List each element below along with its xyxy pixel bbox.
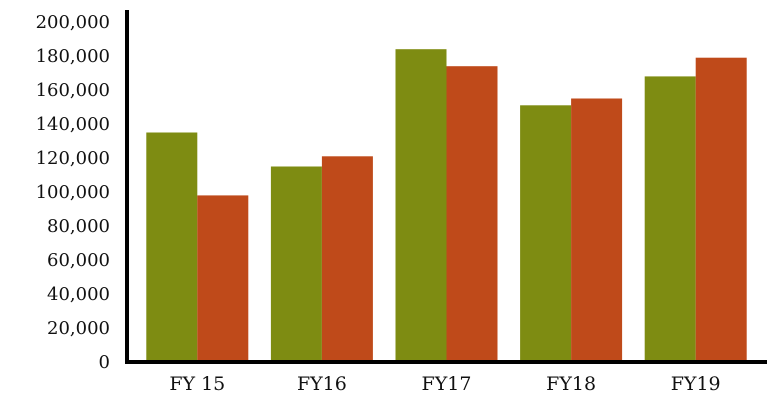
y-tick-label: 20,000	[47, 318, 110, 339]
y-tick-label: 160,000	[36, 80, 110, 101]
bar-series-2	[197, 195, 249, 362]
bar-series-2	[695, 57, 747, 362]
y-tick-label: 120,000	[36, 148, 110, 169]
bars	[146, 49, 747, 363]
x-category-label: FY16	[297, 373, 347, 395]
y-tick-label: 140,000	[36, 114, 110, 135]
y-tick-label: 80,000	[47, 216, 110, 237]
bar-series-2	[571, 98, 623, 362]
y-axis-ticks: 0 20,000 40,000 60,000 80,000 100,000 120,000 1…	[36, 12, 110, 373]
x-category-label: FY19	[671, 373, 721, 395]
y-tick-label: 0	[99, 352, 110, 373]
y-tick-label: 100,000	[36, 182, 110, 203]
bar-series-2	[446, 66, 498, 362]
x-category-label: FY17	[422, 373, 472, 395]
y-tick-label: 60,000	[47, 250, 110, 271]
x-category-label: FY 15	[169, 373, 225, 395]
bar-series-2	[321, 156, 373, 362]
bar-series-1	[270, 166, 322, 362]
y-tick-label: 180,000	[36, 46, 110, 67]
bar-series-1	[520, 105, 572, 363]
y-tick-label: 200,000	[36, 12, 110, 33]
bar-series-1	[146, 132, 198, 362]
y-tick-label: 40,000	[47, 284, 110, 305]
bar-series-1	[395, 49, 447, 362]
x-axis-labels: FY 15 FY16 FY17 FY18 FY19	[169, 373, 720, 395]
bar-series-1	[644, 76, 696, 363]
x-category-label: FY18	[546, 373, 596, 395]
